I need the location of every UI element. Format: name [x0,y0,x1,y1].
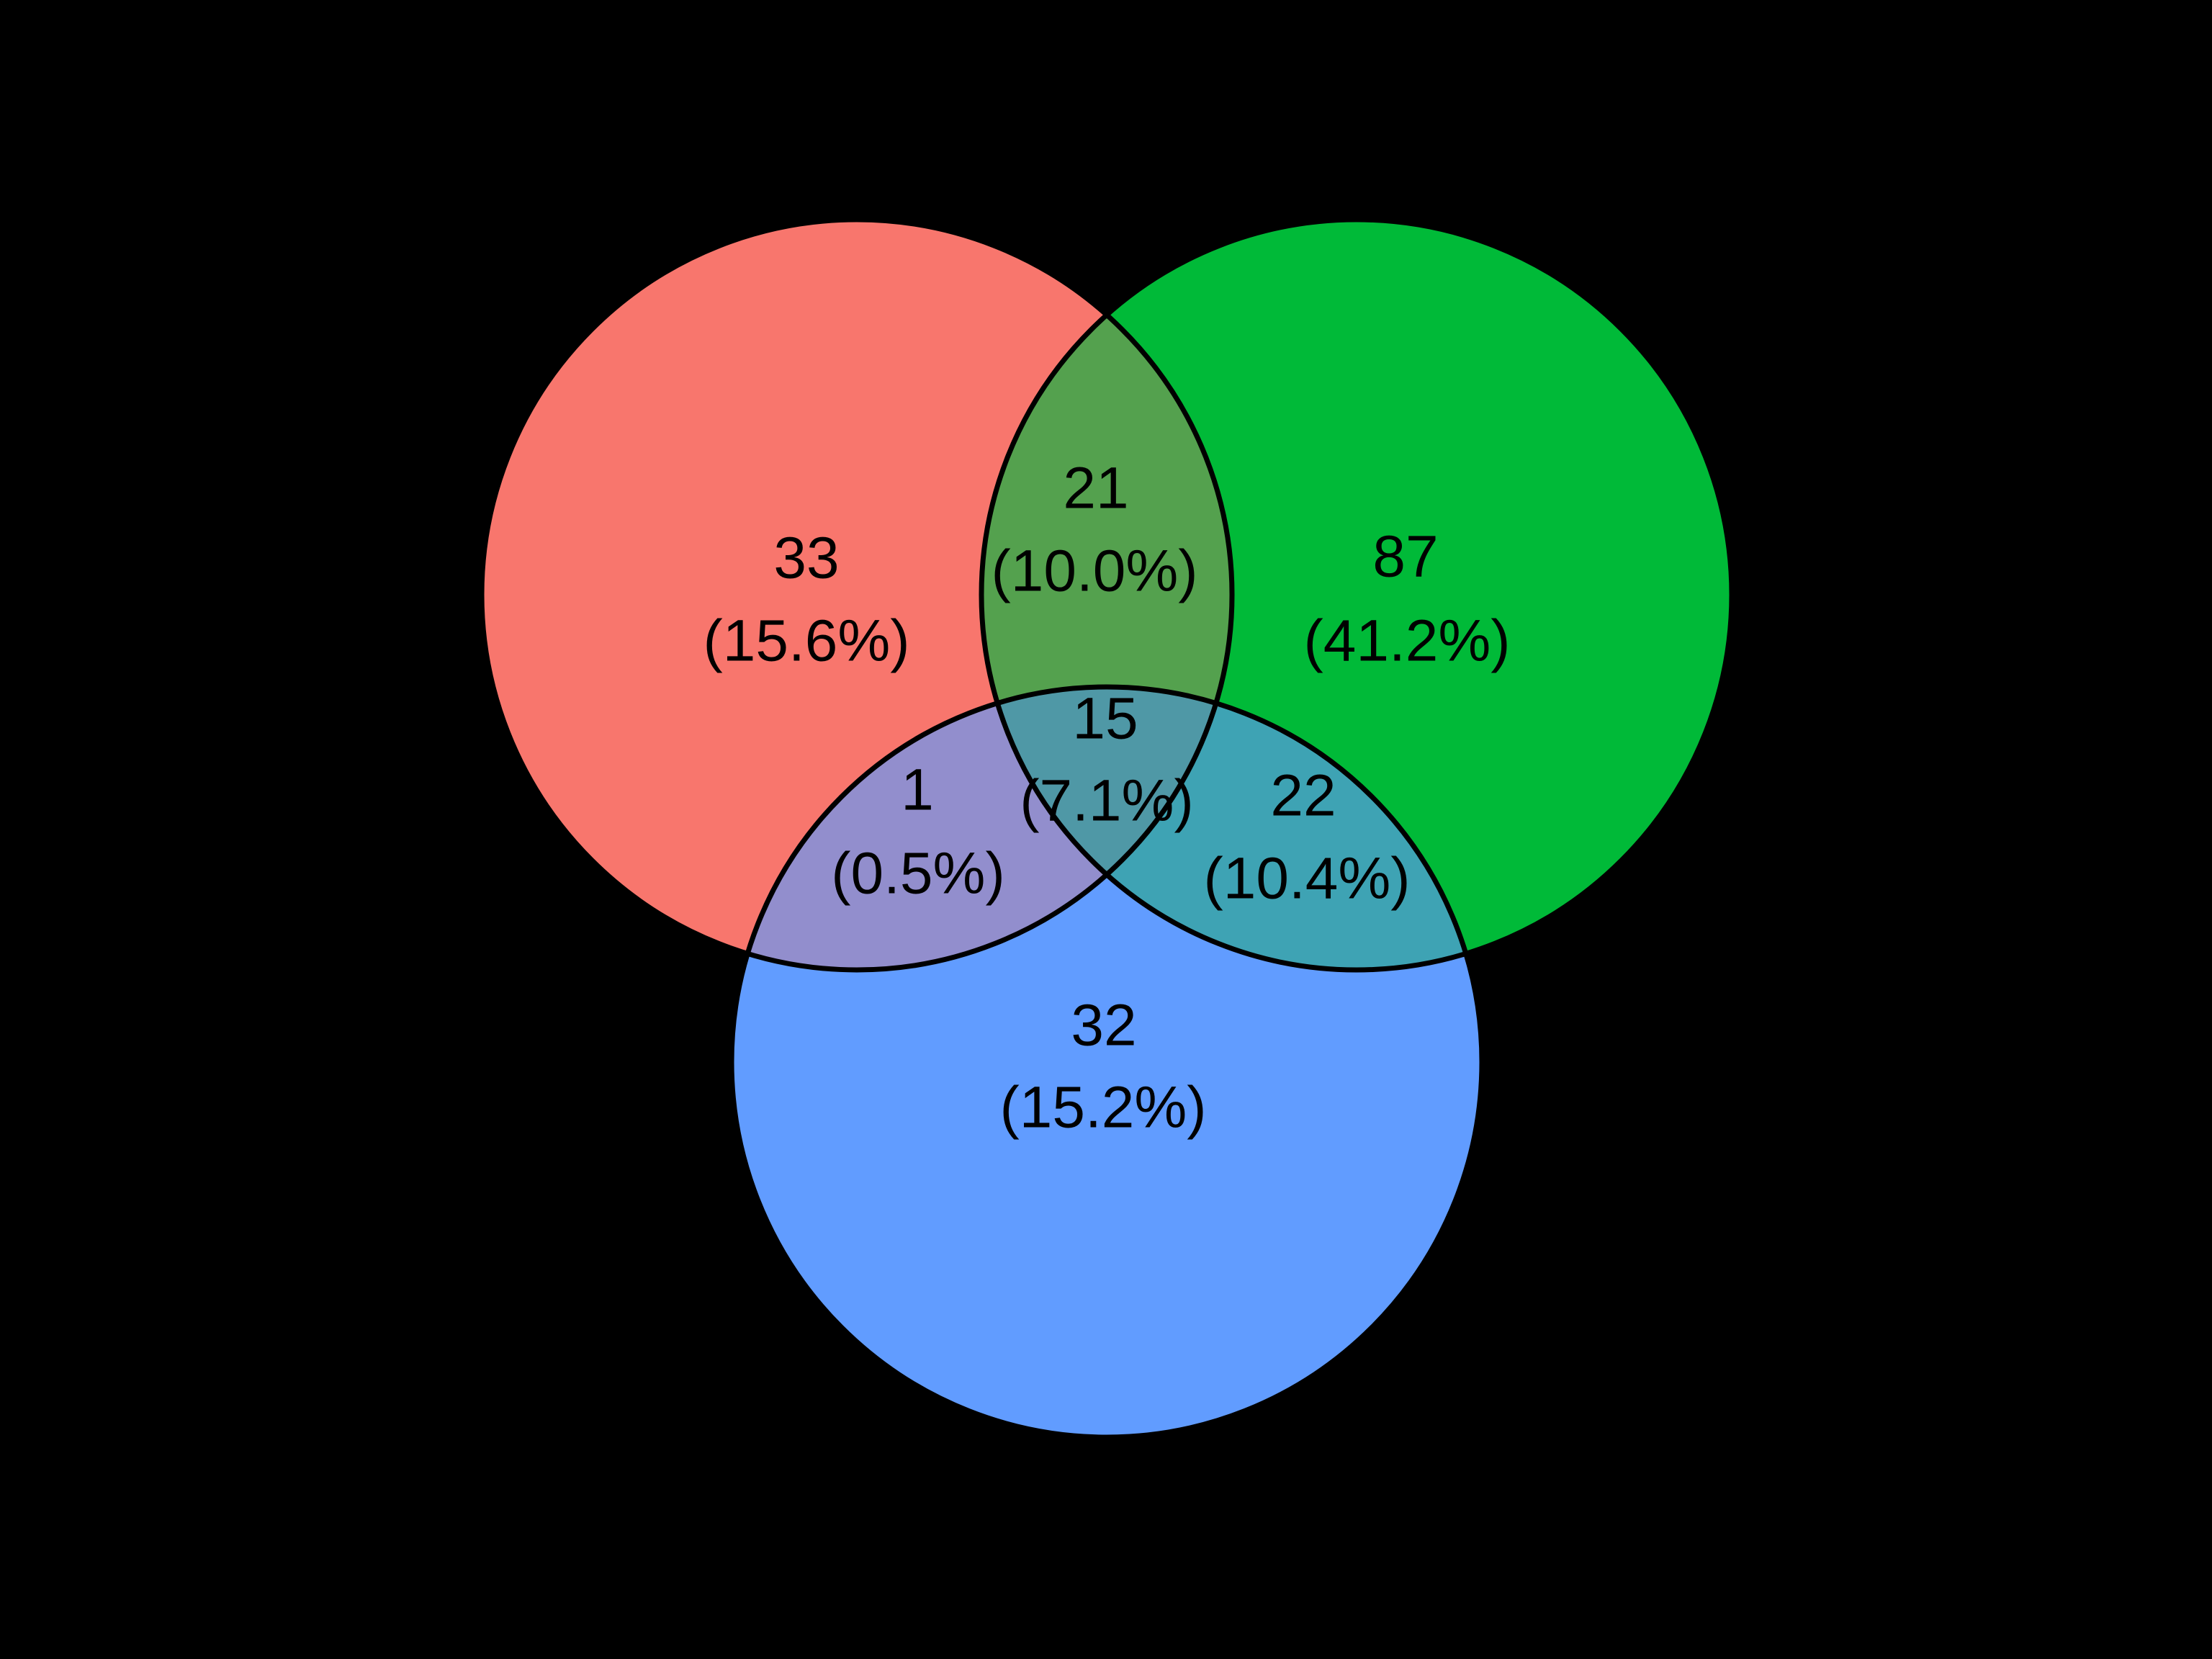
set-c-outline [729,684,1485,1440]
region-b-only-count: 87 [1372,524,1438,590]
region-ab-count: 21 [1063,456,1128,521]
region-c-only-count: 32 [1071,993,1136,1058]
region-abc-count: 15 [1072,686,1138,752]
set-a-outline [479,217,1235,973]
region-a-only-percent: (15.6%) [703,608,909,674]
region-bc-count: 22 [1270,763,1336,829]
region-a-only-count: 33 [773,526,839,591]
overlap-abc-group [981,687,1232,970]
region-abc-percent: (7.1%) [1020,768,1194,834]
region-bc-percent: (10.4%) [1203,846,1410,912]
set-b-outline [979,217,1735,973]
region-ac-percent: (0.5%) [831,841,1005,907]
region-c-only-percent: (15.2%) [999,1075,1206,1141]
region-ab-percent: (10.0%) [991,539,1197,604]
overlap-abc-region [981,687,1232,970]
region-b-only-percent: (41.2%) [1303,608,1510,674]
region-ac-count: 1 [901,757,934,823]
